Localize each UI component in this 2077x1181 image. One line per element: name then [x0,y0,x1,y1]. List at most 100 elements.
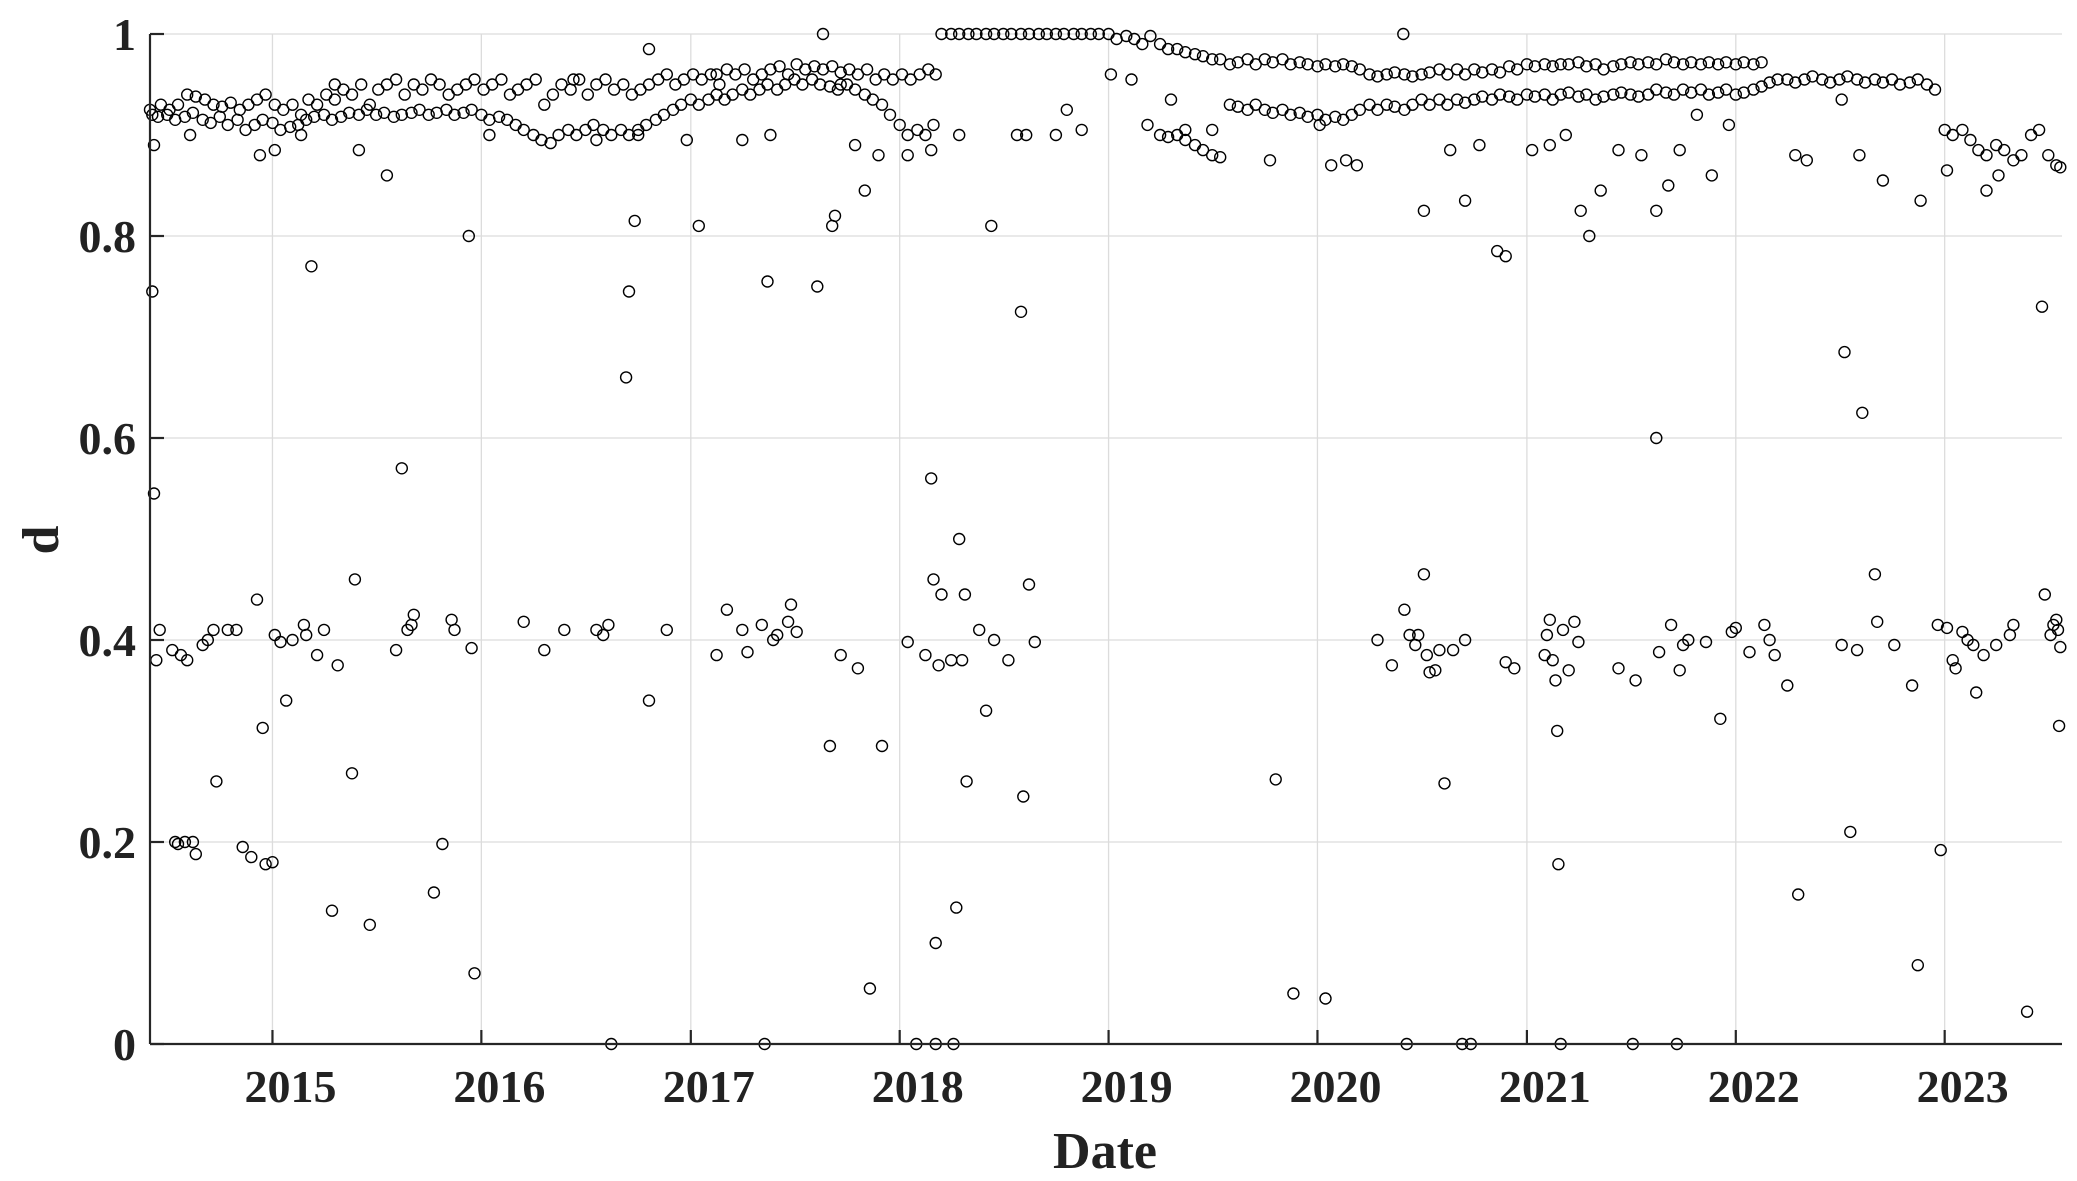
data-point [761,275,774,288]
data-point [1729,88,1743,101]
data-point [1353,103,1367,117]
data-point [1188,48,1202,61]
data-point [1856,406,1869,419]
data-point [1543,613,1557,626]
data-point [640,118,653,132]
data-point [2051,623,2065,637]
data-point [221,623,235,637]
data-point [790,625,803,639]
data-point [1905,679,1919,692]
data-point [796,78,809,91]
data-point [816,27,830,41]
data-point [1934,843,1947,857]
data-point [985,219,998,233]
data-point [422,108,435,122]
data-point [236,840,249,854]
y-tick-label: 0.4 [79,615,137,666]
data-point [325,113,339,127]
data-point [1758,618,1771,632]
data-point [355,78,368,91]
data-point [1287,987,1300,1000]
tick-labels: 0 0.2 0.4 0.6 0.8 1 2015 2016 2017 2018 2019 2020 20… [79,9,2009,1112]
data-point [186,835,200,849]
data-point [1589,93,1602,106]
data-point [1276,53,1289,66]
data-point [1763,633,1776,647]
data-point [1607,60,1620,73]
data-point [1850,643,1864,657]
data-point [1554,58,1567,71]
data-point [1319,58,1332,71]
data-point [950,901,963,914]
data-points [143,27,2067,1051]
data-point [266,856,279,869]
data-point [1580,88,1593,101]
data-point [1263,154,1277,167]
data-point [250,593,264,606]
data-point [1612,662,1625,675]
data-point [1711,86,1725,99]
data-point [305,260,318,273]
data-point [259,88,272,101]
data-point [771,83,784,96]
data-point [1629,674,1642,687]
data-point [1415,68,1428,81]
data-point [962,27,975,41]
data-point [851,662,865,675]
data-point [151,110,165,124]
data-point [1763,76,1776,89]
data-point [207,623,220,637]
data-point [230,623,243,637]
data-point [911,123,924,137]
data-point [834,66,847,79]
data-point [587,118,600,132]
data-point [180,654,194,667]
data-point [1363,98,1376,111]
data-point [465,103,478,117]
data-point [1371,633,1384,647]
data-point [2052,719,2066,733]
data-point [1888,638,1901,652]
data-point [1838,345,1851,359]
data-point [180,88,194,101]
data-point [1568,615,1581,628]
data-point [866,93,879,106]
data-point [348,573,362,586]
data-point [945,27,958,41]
data-point [761,78,774,91]
data-point [579,123,592,137]
data-point [2020,1005,2034,1018]
data-point [2054,161,2067,174]
data-point [1755,56,1768,69]
data-point [1423,98,1436,111]
data-point [1458,68,1472,81]
data-point [395,108,408,122]
data-point [1615,58,1628,71]
data-point [1499,250,1512,263]
data-point [1161,130,1175,144]
data-point [1676,83,1690,96]
data-point [720,63,734,76]
data-point [2007,154,2020,167]
data-point [1371,70,1384,83]
data-point [1946,128,1959,142]
data-point [440,103,453,117]
data-point [1104,68,1118,81]
data-point [1559,128,1573,142]
data-point [692,219,705,233]
x-tick-label: 2020 [1289,1061,1381,1112]
data-point [919,128,932,142]
data-point [1032,27,1046,41]
data-point [147,138,161,152]
data-point [468,73,481,86]
data-point [1417,568,1431,581]
data-point [813,78,827,91]
x-tick-label: 2021 [1499,1061,1591,1112]
data-point [622,285,636,298]
data-point [597,123,610,137]
data-point [345,88,359,101]
data-point [1313,118,1326,132]
data-point [1844,825,1857,839]
data-point [848,83,862,96]
data-point [979,704,993,717]
